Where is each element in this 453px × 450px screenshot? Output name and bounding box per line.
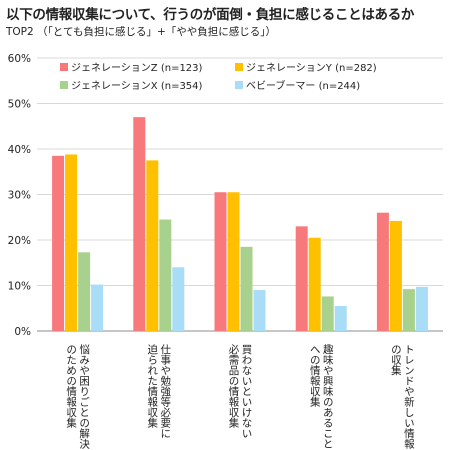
bar bbox=[65, 154, 78, 331]
category-label: 迫られた情報収集 bbox=[146, 343, 158, 429]
legend-swatch bbox=[235, 63, 243, 71]
bar bbox=[334, 305, 347, 331]
bar bbox=[253, 290, 266, 331]
category-label: 仕事や勉強等必要に bbox=[159, 343, 171, 438]
category-label: の収集 bbox=[390, 344, 402, 376]
legend-label: ジェネレーションY (n=282) bbox=[246, 62, 377, 74]
bar bbox=[240, 246, 253, 331]
chart-subtitle: TOP2 （「とても負担に感じる」+「やや負担に感じる」） bbox=[6, 26, 276, 38]
y-tick-label: 40% bbox=[8, 144, 31, 156]
category-label: 必需品の情報収集 bbox=[228, 343, 240, 429]
legend-swatch bbox=[235, 81, 243, 89]
category-label: 買わないといけない bbox=[241, 344, 253, 439]
legend-swatch bbox=[60, 63, 68, 71]
category-label: 趣味や興味のあること bbox=[322, 343, 334, 449]
y-tick-label: 20% bbox=[8, 235, 31, 247]
bar bbox=[91, 284, 104, 331]
y-axis: 0% 10% 20% 30% 40% 50% 60% bbox=[8, 53, 31, 338]
legend: ジェネレーションZ (n=123) ジェネレーションY (n=282) ジェネレーシ… bbox=[60, 62, 377, 92]
bar bbox=[376, 212, 389, 331]
legend-label: ジェネレーションZ (n=123) bbox=[71, 62, 203, 74]
bar bbox=[172, 267, 185, 331]
legend-label: ジェネレーションX (n=354) bbox=[71, 80, 203, 92]
chart-title: 以下の情報収集について、行うのが面倒・負担に感じることはあるか bbox=[6, 7, 415, 23]
bar bbox=[133, 117, 146, 332]
gridlines bbox=[37, 57, 443, 332]
legend-label: ベビーブーマー (n=244) bbox=[246, 79, 360, 92]
bar bbox=[78, 252, 91, 331]
y-tick-label: 30% bbox=[8, 190, 31, 202]
y-tick-label: 60% bbox=[8, 53, 31, 65]
bar bbox=[227, 192, 240, 331]
y-tick-label: 10% bbox=[8, 281, 31, 293]
bar bbox=[389, 220, 402, 331]
bar bbox=[308, 237, 321, 331]
bar bbox=[146, 160, 159, 331]
category-label: トレンドや新しい情報 bbox=[403, 344, 415, 450]
y-tick-label: 50% bbox=[8, 99, 31, 111]
category-label: のための情報収集 bbox=[65, 344, 77, 429]
bar bbox=[321, 296, 334, 331]
bar bbox=[52, 155, 65, 331]
bar bbox=[402, 289, 415, 331]
y-tick-label: 0% bbox=[14, 326, 31, 338]
bar bbox=[415, 286, 428, 331]
category-label: への情報収集 bbox=[309, 344, 321, 408]
category-label: 悩みや困りごとの解決 bbox=[78, 343, 90, 450]
bars bbox=[52, 117, 428, 332]
legend-swatch bbox=[60, 81, 68, 89]
bar bbox=[295, 226, 308, 331]
bar bbox=[159, 219, 172, 331]
bar bbox=[214, 192, 227, 331]
